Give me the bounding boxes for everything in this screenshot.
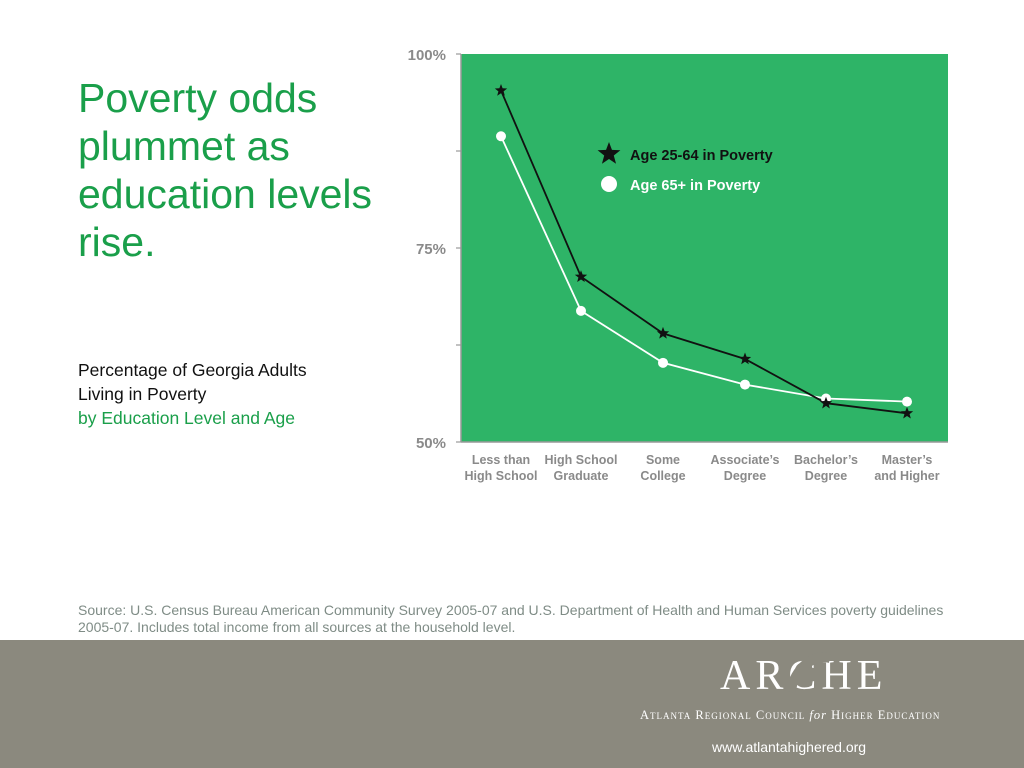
data-point-circle	[740, 379, 750, 390]
y-tick-label: 50%	[416, 435, 446, 452]
x-tick-label: Degree	[724, 469, 766, 483]
data-point-star	[819, 396, 833, 409]
data-point-star	[494, 83, 508, 96]
council-name: Atlanta Regional Council for Higher Educ…	[640, 708, 940, 723]
source-note: Source: U.S. Census Bureau American Comm…	[78, 602, 944, 635]
headline: Poverty odds plummet as education levels…	[78, 75, 373, 265]
x-tick-label: Bachelor’s	[794, 453, 858, 467]
y-tick-label: 75%	[416, 241, 446, 258]
subtitle-line-1: Percentage of Georgia Adults	[78, 360, 307, 380]
series-line	[500, 135, 908, 403]
data-point-star	[738, 352, 752, 365]
data-point-star	[900, 406, 914, 419]
x-tick-label: Some	[646, 453, 680, 467]
legend-circle-icon	[601, 176, 617, 192]
subtitle-line-3: by Education Level and Age	[78, 408, 295, 428]
x-tick-label: High School	[545, 453, 618, 467]
data-point-circle	[576, 305, 586, 316]
x-tick-label: and Higher	[874, 469, 939, 483]
x-tick-label: College	[640, 469, 685, 483]
y-tick-label: 100%	[408, 47, 446, 64]
council-name-end: Higher Education	[826, 708, 941, 722]
website-link[interactable]: www.atlantahighered.org	[712, 739, 867, 755]
x-tick-label: High School	[465, 469, 538, 483]
council-name-for: for	[809, 708, 827, 722]
series-line	[500, 90, 908, 415]
chart-subtitle: Percentage of Georgia Adults Living in P…	[78, 358, 378, 430]
x-tick-label: Less than	[472, 453, 530, 467]
data-point-circle	[496, 131, 506, 142]
legend-label: Age 25-64 in Poverty	[630, 148, 773, 164]
data-point-star	[574, 270, 588, 282]
subtitle-line-2: Living in Poverty	[78, 384, 207, 404]
footer-bar: ARCHE Atlanta Regional Council for Highe…	[0, 640, 1024, 768]
council-name-start: Atlanta Regional Council	[640, 708, 810, 722]
x-tick-label: Master’s	[882, 453, 933, 467]
x-tick-label: Graduate	[554, 469, 609, 483]
data-point-star	[656, 326, 670, 339]
data-point-circle	[658, 357, 668, 368]
poverty-line-chart: 100% 75% 50% Less than High School High Schoo…	[408, 47, 948, 483]
plot-area	[461, 54, 948, 442]
legend-label: Age 65+ in Poverty	[630, 178, 760, 194]
data-point-circle	[902, 396, 912, 407]
x-tick-label: Degree	[805, 469, 847, 483]
legend-star-icon	[597, 142, 621, 164]
x-tick-label: Associate’s	[710, 453, 779, 467]
logo-swoosh-icon	[785, 652, 832, 694]
